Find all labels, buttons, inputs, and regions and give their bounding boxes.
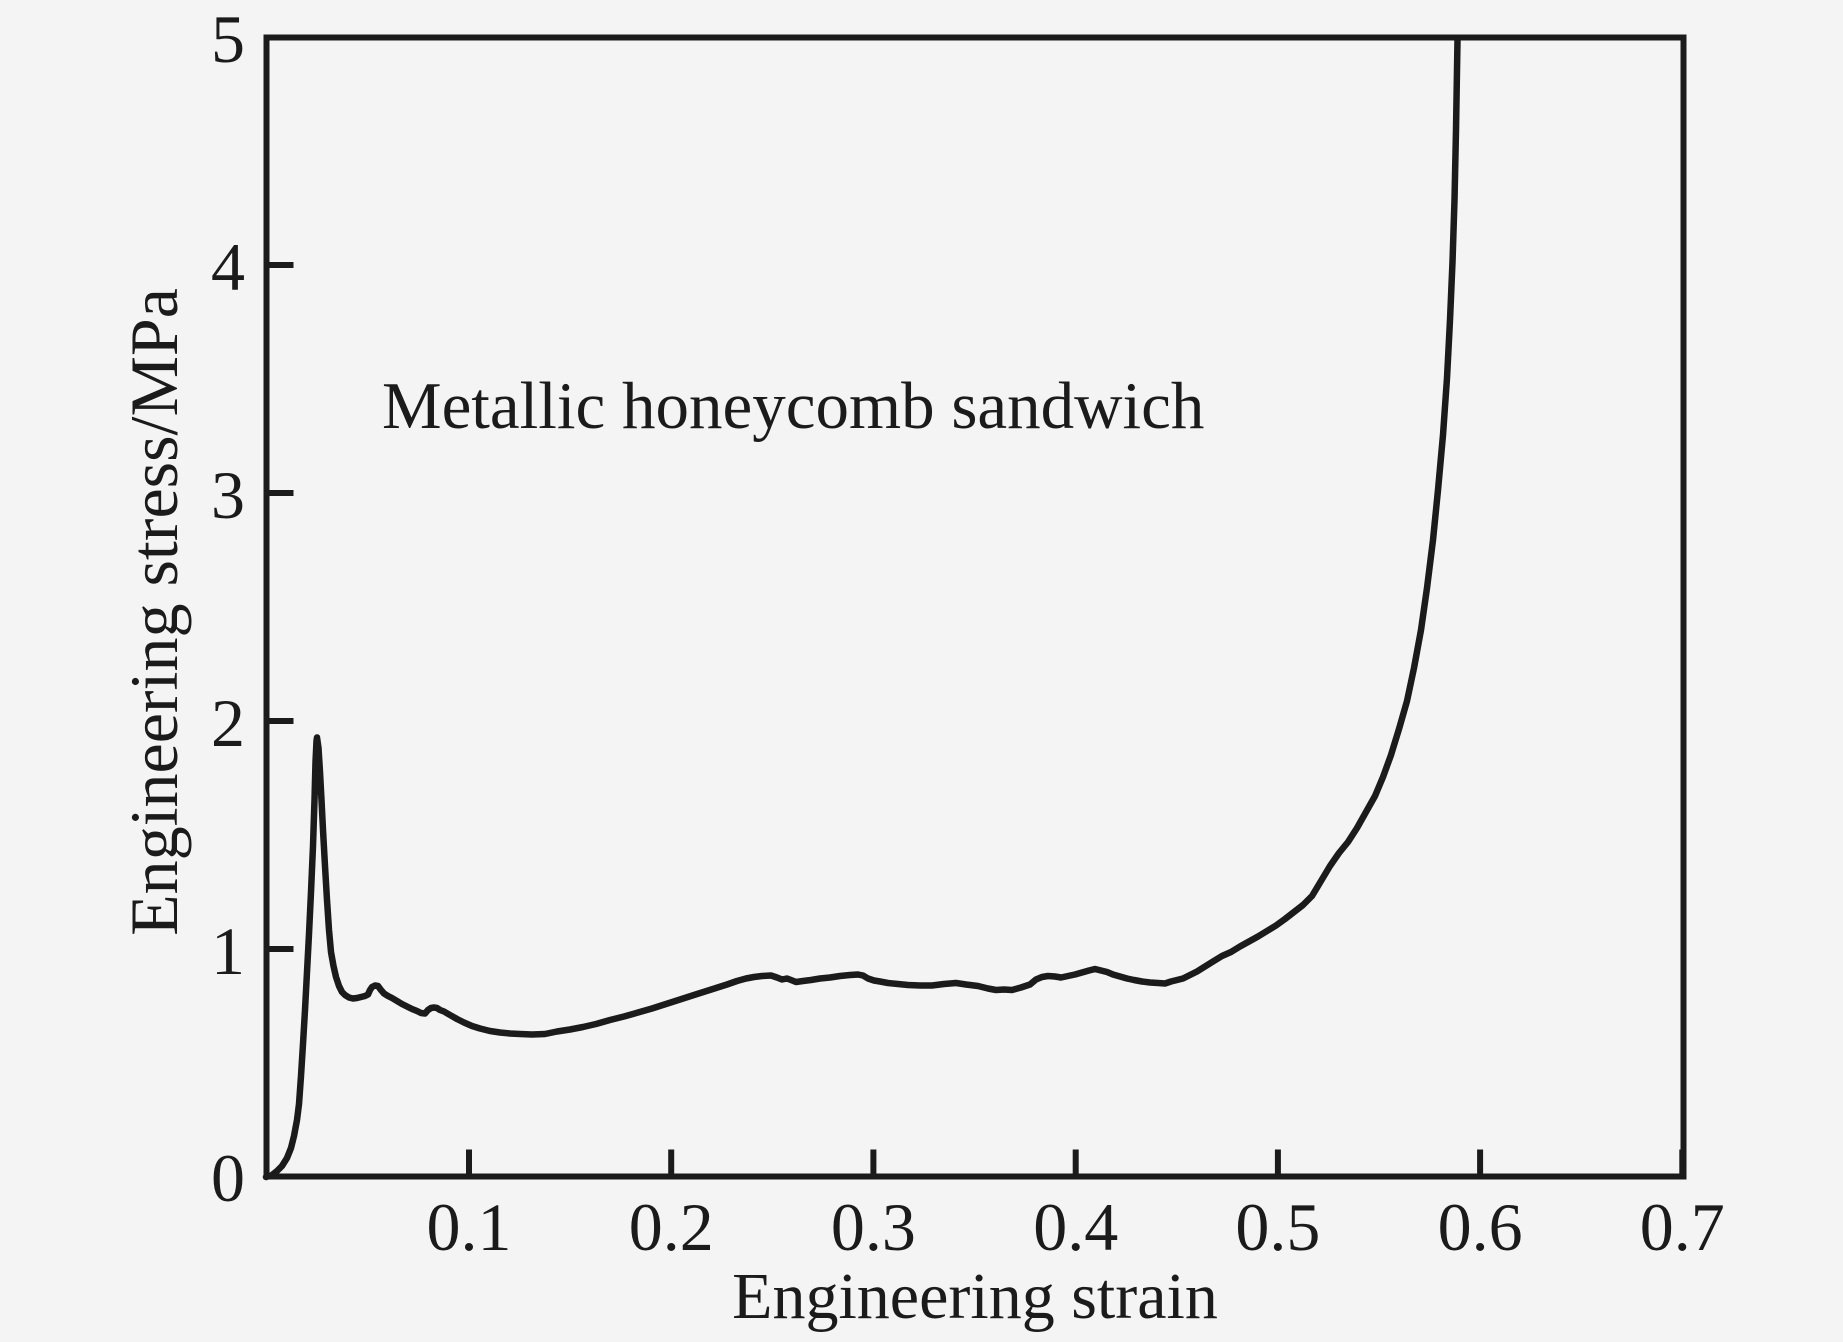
svg-text:0.2: 0.2 [629, 1189, 714, 1265]
svg-text:Engineering strain: Engineering strain [732, 1260, 1218, 1333]
svg-text:5: 5 [211, 1, 245, 77]
svg-text:Metallic honeycomb sandwich: Metallic honeycomb sandwich [382, 369, 1204, 443]
svg-text:1: 1 [211, 913, 245, 989]
svg-text:0: 0 [211, 1140, 245, 1216]
svg-text:4: 4 [211, 229, 245, 305]
svg-text:0.5: 0.5 [1235, 1189, 1320, 1265]
svg-text:0.3: 0.3 [831, 1189, 916, 1265]
svg-text:0.1: 0.1 [427, 1189, 512, 1265]
svg-text:2: 2 [211, 685, 245, 761]
svg-text:0.7: 0.7 [1640, 1189, 1725, 1265]
svg-text:Engineering stress/MPa: Engineering stress/MPa [116, 288, 192, 936]
svg-text:0.6: 0.6 [1438, 1189, 1523, 1265]
svg-text:3: 3 [211, 457, 245, 533]
svg-text:0.4: 0.4 [1033, 1189, 1118, 1265]
